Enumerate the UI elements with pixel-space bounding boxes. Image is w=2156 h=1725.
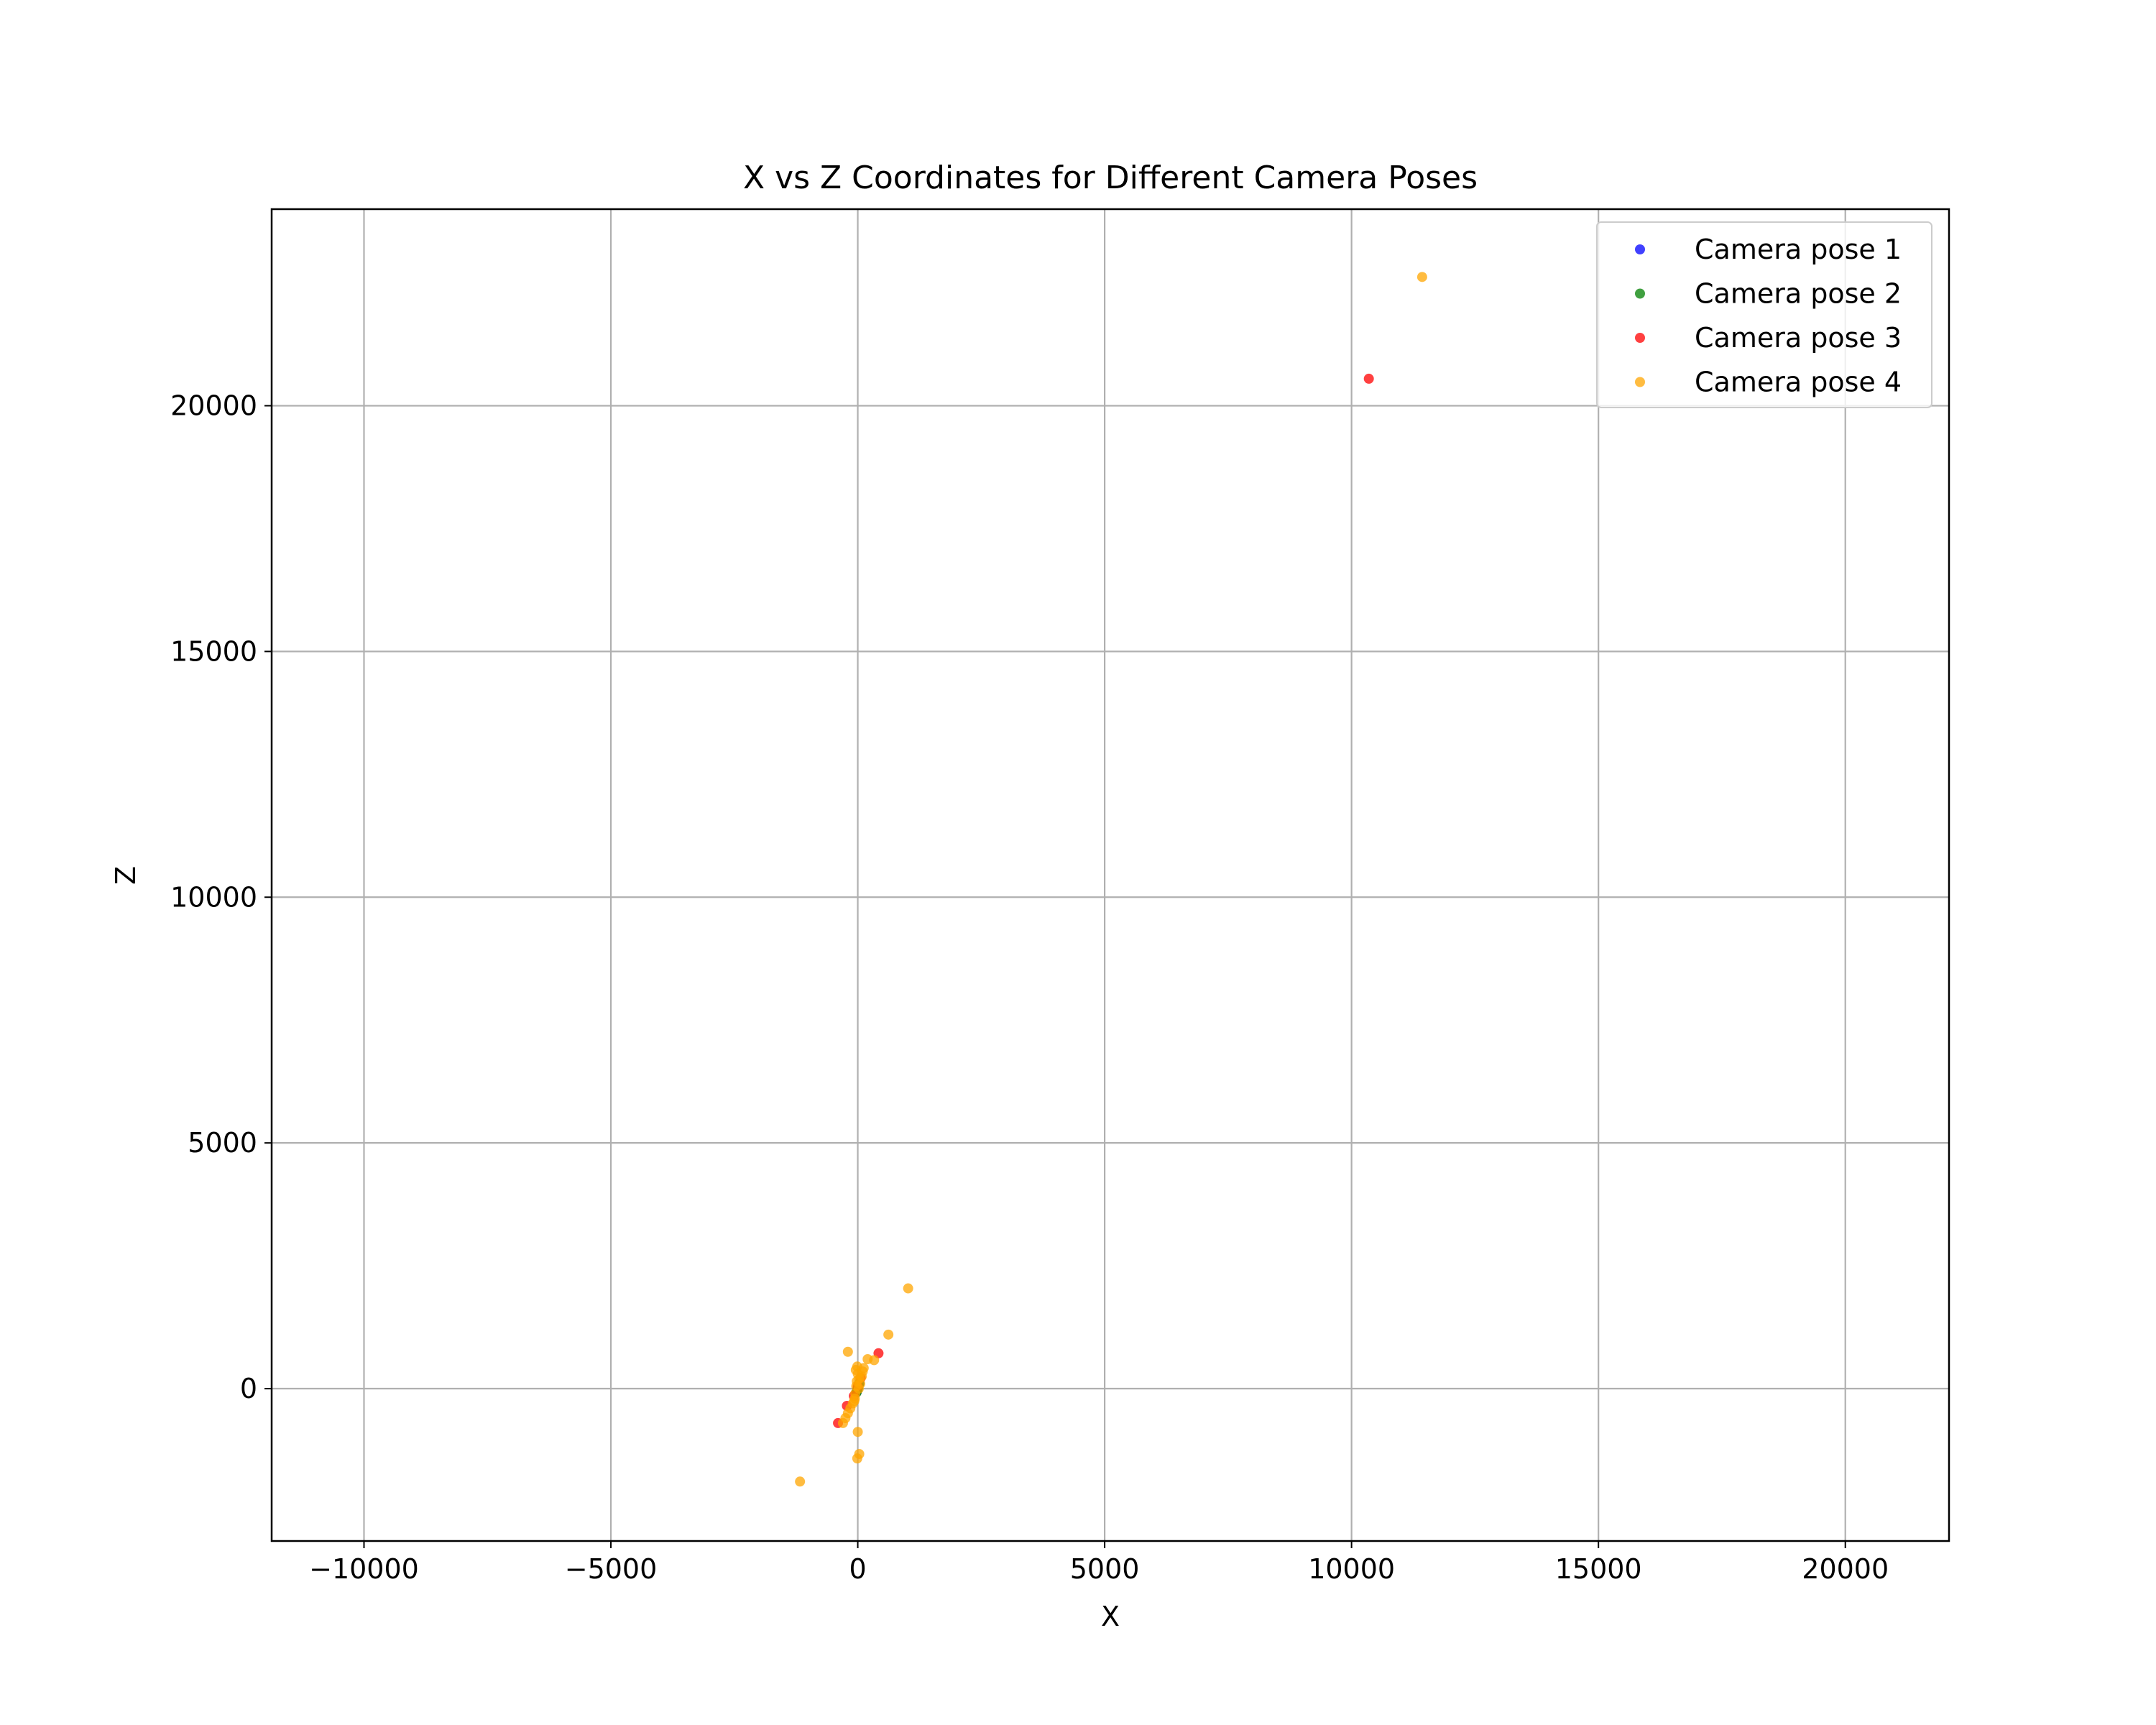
legend-marker-camera-pose-4 (1635, 377, 1645, 387)
camera-pose-4-point (857, 1371, 867, 1381)
camera-pose-4-point (795, 1476, 806, 1487)
x-tick-label: 15000 (1555, 1553, 1642, 1585)
y-tick-label: 20000 (170, 390, 257, 422)
legend-label-camera-pose-1: Camera pose 1 (1695, 234, 1902, 265)
chart-title: X vs Z Coordinates for Different Camera … (743, 160, 1478, 196)
camera-pose-4-point (852, 1453, 862, 1464)
grid (272, 209, 1949, 1541)
camera-pose-4-point (883, 1329, 894, 1340)
x-tick-label: −5000 (565, 1553, 658, 1585)
camera-pose-4-point (1416, 272, 1427, 282)
y-axis-label: Z (110, 866, 142, 885)
camera-pose-4-point (842, 1346, 853, 1357)
legend-box (1596, 221, 1932, 408)
x-tick-label: 0 (849, 1553, 866, 1585)
legend-marker-camera-pose-3 (1635, 333, 1645, 343)
legend-label-camera-pose-3: Camera pose 3 (1695, 322, 1902, 354)
legend-marker-camera-pose-1 (1635, 244, 1645, 254)
camera-pose-4-point (903, 1283, 913, 1294)
x-tick-label: 20000 (1802, 1553, 1889, 1585)
y-tick-label: 15000 (170, 635, 257, 667)
camera-pose-4-point (858, 1363, 869, 1374)
data-points (795, 272, 1427, 1487)
x-tick-label: 5000 (1070, 1553, 1140, 1585)
camera-pose-4-point (837, 1417, 848, 1428)
camera-pose-3-point (1363, 373, 1374, 384)
y-tick-label: 10000 (170, 881, 257, 913)
legend-label-camera-pose-4: Camera pose 4 (1695, 367, 1902, 398)
y-tick-label: 5000 (188, 1127, 257, 1159)
y-tick-label: 0 (240, 1373, 257, 1404)
x-tick-label: −10000 (309, 1553, 419, 1585)
camera-pose-4-point (850, 1365, 861, 1376)
legend: Camera pose 1 Camera pose 2 Camera pose 3 C… (1596, 221, 1932, 408)
camera-pose-4-point (852, 1427, 863, 1438)
camera-pose-4-point (849, 1396, 860, 1407)
axis-ticks: −10000 −5000 0 5000 10000 15000 20000 0 5000 1000… (170, 390, 1889, 1585)
x-axis-label: X (1101, 1601, 1120, 1632)
camera-pose-4-point (869, 1355, 880, 1366)
x-tick-label: 10000 (1308, 1553, 1395, 1585)
plot-frame (270, 208, 1950, 1542)
legend-marker-camera-pose-2 (1635, 288, 1645, 299)
legend-label-camera-pose-2: Camera pose 2 (1695, 278, 1902, 310)
